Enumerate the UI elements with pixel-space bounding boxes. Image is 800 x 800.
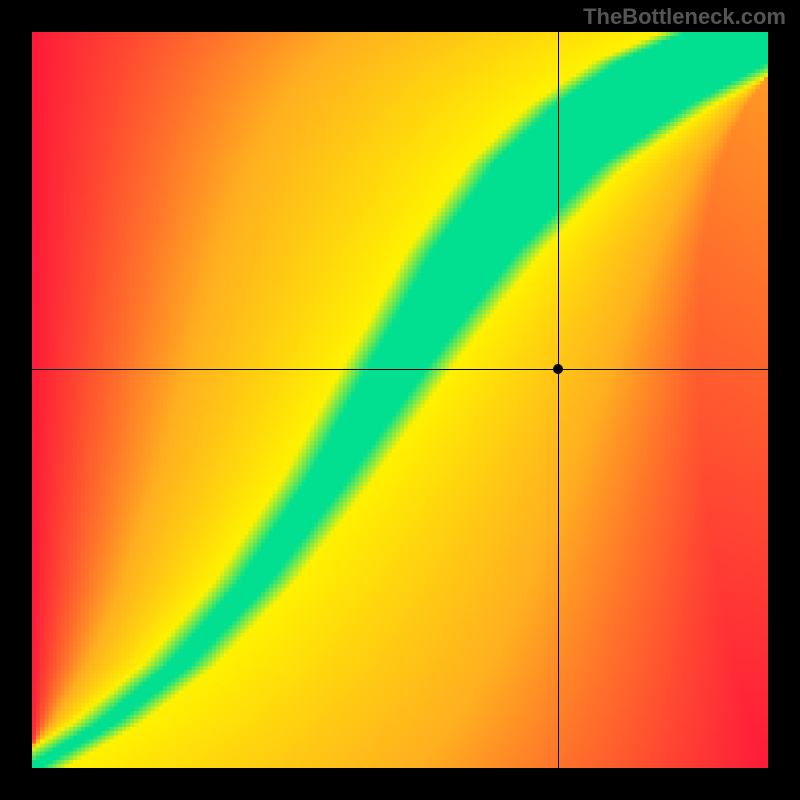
watermark-text: TheBottleneck.com <box>583 4 786 30</box>
frame-right <box>768 0 800 800</box>
frame-bottom <box>0 768 800 800</box>
heatmap-canvas <box>32 32 768 768</box>
crosshair-vertical <box>558 32 559 768</box>
crosshair-horizontal <box>32 369 768 370</box>
frame-left <box>0 0 32 800</box>
selection-marker <box>553 364 563 374</box>
heatmap-plot <box>32 32 768 768</box>
